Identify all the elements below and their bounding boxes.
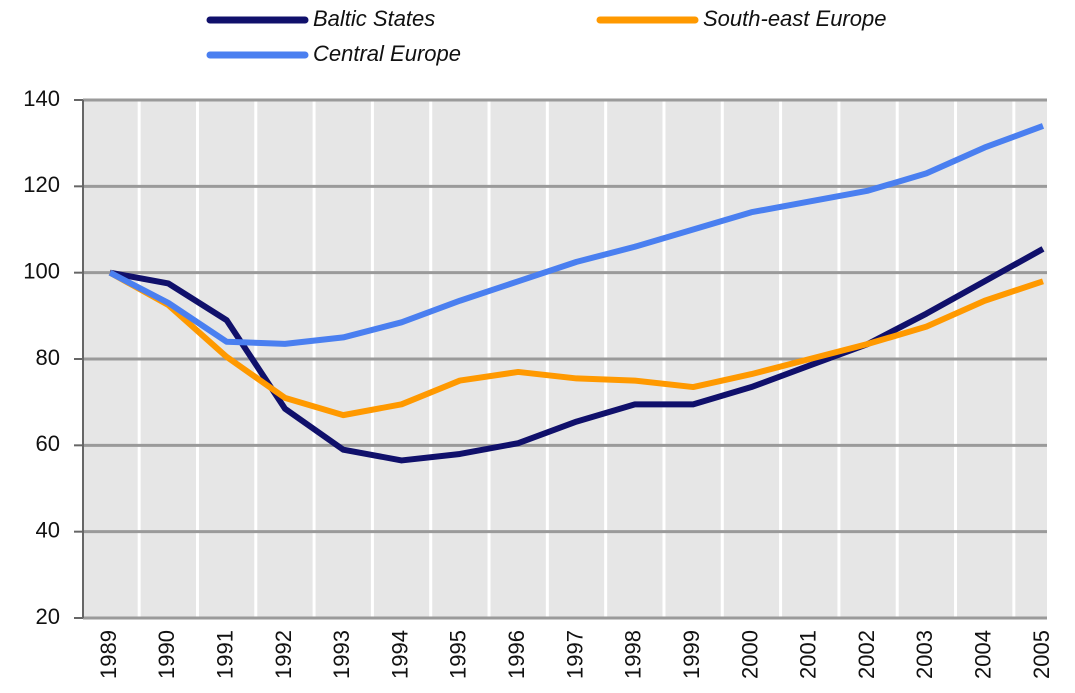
y-tick-label: 100 — [23, 258, 60, 283]
y-tick-label: 60 — [36, 431, 60, 456]
y-tick-label: 20 — [36, 604, 60, 629]
x-tick-label: 1999 — [679, 630, 704, 679]
x-tick-label: 1998 — [621, 630, 646, 679]
x-tick-label: 2001 — [796, 630, 821, 679]
series-line — [108, 123, 1045, 347]
legend-text: Central Europe — [313, 41, 461, 66]
x-tick-label: 1995 — [446, 630, 471, 679]
x-tick-label: 2003 — [912, 630, 937, 679]
legend-text: Baltic States — [313, 6, 435, 31]
x-tick-label: 1996 — [504, 630, 529, 679]
x-tick-label: 1989 — [96, 630, 121, 679]
x-tick-label: 1991 — [212, 630, 237, 679]
y-tick-label: 40 — [36, 517, 60, 542]
x-tick-label: 2002 — [854, 630, 879, 679]
x-tick-label: 1992 — [271, 630, 296, 679]
x-tick-label: 2005 — [1029, 630, 1054, 679]
x-tick-label: 1994 — [387, 630, 412, 679]
y-tick-label: 120 — [23, 172, 60, 197]
series-line — [108, 270, 1044, 419]
x-tick-label: 2000 — [737, 630, 762, 679]
legend-text: South-east Europe — [703, 6, 886, 31]
y-tick-label: 80 — [36, 345, 60, 370]
x-tick-label: 1997 — [562, 630, 587, 679]
x-tick-label: 2004 — [971, 630, 996, 679]
x-tick-label: 1990 — [154, 630, 179, 679]
series-line — [109, 246, 1045, 464]
x-tick-label: 1993 — [329, 630, 354, 679]
y-tick-label: 140 — [23, 86, 60, 111]
